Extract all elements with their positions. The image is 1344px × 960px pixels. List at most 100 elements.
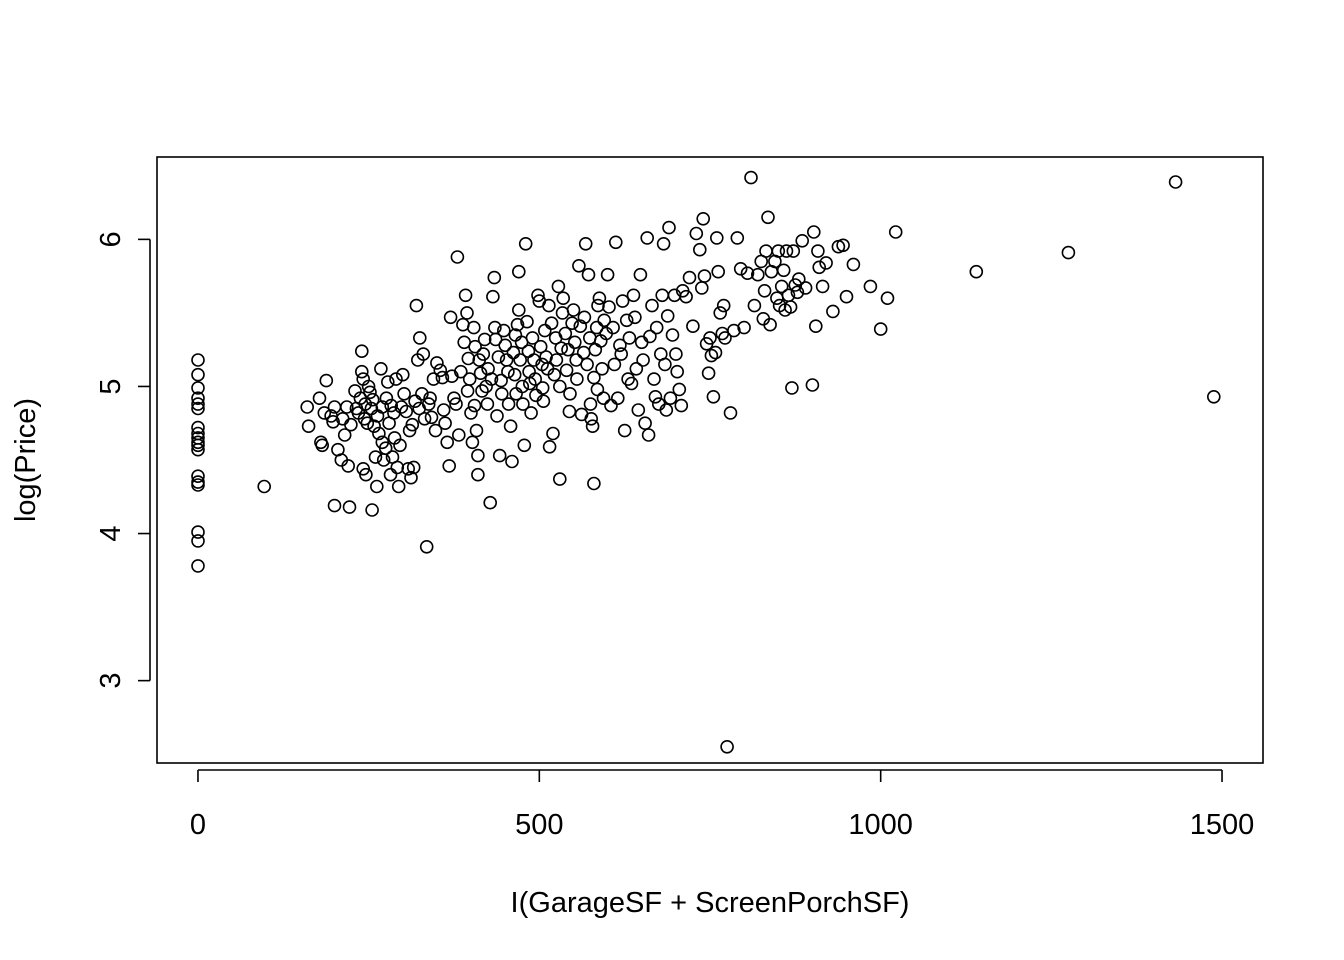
data-point xyxy=(521,344,536,359)
data-point xyxy=(583,397,598,411)
data-point xyxy=(416,347,431,361)
data-point xyxy=(525,331,540,345)
data-point xyxy=(486,289,500,304)
data-point xyxy=(460,384,475,398)
data-point xyxy=(770,291,784,306)
data-point xyxy=(779,244,794,258)
data-point xyxy=(888,225,903,239)
data-point xyxy=(488,332,503,347)
data-point xyxy=(191,381,205,395)
data-point xyxy=(544,316,559,331)
data-point xyxy=(477,332,492,347)
data-point xyxy=(562,404,577,419)
data-point xyxy=(602,300,616,314)
data-point xyxy=(727,323,741,338)
data-point xyxy=(369,479,384,494)
data-point xyxy=(567,335,582,350)
data-point xyxy=(522,364,536,379)
data-point xyxy=(494,373,508,388)
data-point xyxy=(566,303,581,317)
data-point xyxy=(339,400,354,414)
data-point xyxy=(327,498,342,513)
data-point xyxy=(537,323,552,338)
data-point xyxy=(591,298,605,313)
points-layer xyxy=(191,170,1221,754)
data-point xyxy=(759,244,773,258)
data-point xyxy=(805,378,820,392)
data-point xyxy=(737,320,751,335)
data-point xyxy=(453,364,468,379)
data-point xyxy=(641,428,656,442)
data-point xyxy=(836,238,850,253)
data-point xyxy=(518,237,533,251)
data-point xyxy=(520,314,534,329)
data-point xyxy=(631,403,646,417)
data-point xyxy=(614,347,629,361)
data-point xyxy=(757,283,772,298)
data-point xyxy=(384,398,399,413)
data-point xyxy=(464,406,478,420)
data-point xyxy=(585,419,600,434)
data-point xyxy=(633,267,648,282)
data-point xyxy=(554,341,569,356)
data-point xyxy=(546,426,560,441)
x-tick-label: 1000 xyxy=(848,809,913,841)
data-point xyxy=(415,386,429,401)
data-point xyxy=(363,385,377,400)
data-point xyxy=(191,420,205,435)
data-point xyxy=(440,435,455,450)
data-point xyxy=(507,367,522,382)
data-point xyxy=(578,237,593,251)
data-point xyxy=(648,389,663,404)
data-point xyxy=(191,397,205,411)
data-point xyxy=(761,210,775,225)
data-point xyxy=(458,288,473,303)
data-point xyxy=(379,391,394,406)
data-point xyxy=(424,410,439,425)
data-point xyxy=(319,373,334,388)
data-point xyxy=(527,353,541,367)
data-point xyxy=(191,534,205,548)
data-point xyxy=(785,381,799,395)
data-point xyxy=(656,237,671,251)
data-point xyxy=(808,319,823,334)
data-point xyxy=(456,317,470,332)
data-point xyxy=(659,403,674,417)
data-point xyxy=(390,460,405,475)
data-point xyxy=(535,381,550,395)
data-point xyxy=(443,310,458,325)
data-point xyxy=(617,423,632,438)
data-point xyxy=(558,326,573,341)
data-point xyxy=(491,350,506,364)
data-point xyxy=(588,342,603,357)
x-tick-label: 1500 xyxy=(1190,809,1255,841)
data-point xyxy=(408,394,422,409)
data-point xyxy=(771,244,786,258)
data-point xyxy=(412,331,427,345)
data-point xyxy=(428,423,443,438)
data-point xyxy=(826,304,840,319)
data-point xyxy=(404,470,418,485)
data-point xyxy=(394,400,409,414)
data-point xyxy=(430,356,444,370)
data-point xyxy=(536,394,551,409)
data-point xyxy=(839,289,854,304)
data-point xyxy=(559,363,574,378)
data-point xyxy=(433,363,448,378)
data-point xyxy=(524,406,538,420)
data-point xyxy=(555,306,570,320)
data-point xyxy=(498,338,513,353)
data-point xyxy=(811,244,825,258)
data-point xyxy=(501,364,515,379)
data-point xyxy=(499,353,514,367)
data-point xyxy=(679,289,693,304)
data-point xyxy=(610,391,625,406)
data-point xyxy=(669,347,683,361)
data-point xyxy=(317,406,332,420)
data-point xyxy=(326,414,340,429)
data-point xyxy=(628,310,642,325)
data-point xyxy=(580,357,594,372)
data-point xyxy=(552,472,567,486)
data-point xyxy=(763,317,777,332)
data-point xyxy=(473,366,488,381)
